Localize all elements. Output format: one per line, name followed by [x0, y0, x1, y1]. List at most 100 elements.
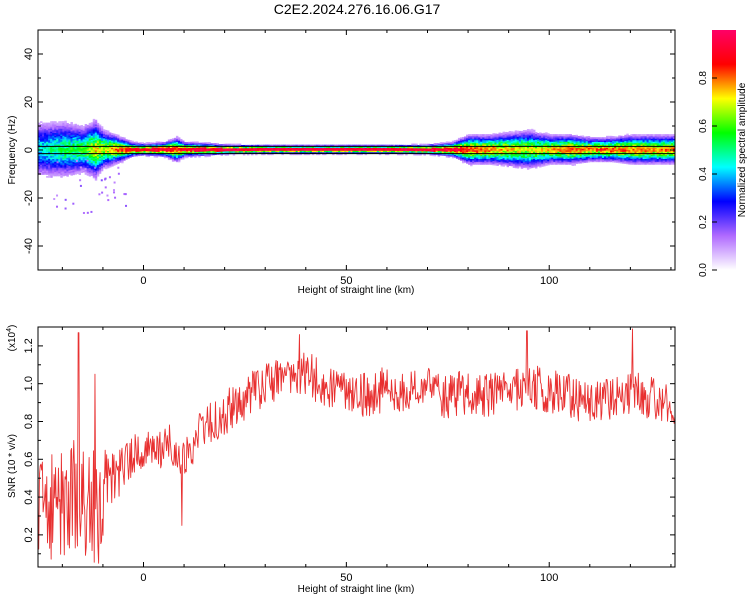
- spectrogram-cell: [102, 138, 106, 140]
- spectrogram-cell: [80, 155, 84, 158]
- spectrogram-cell: [506, 139, 510, 142]
- spectrogram-cell: [656, 150, 660, 152]
- spectrogram-cell: [486, 155, 489, 158]
- spectrogram-cell: [50, 132, 53, 135]
- spectrogram-cell: [591, 160, 595, 163]
- spectrogram-cell: [597, 144, 601, 147]
- spectrogram-cell: [62, 138, 65, 141]
- spectrogram-cell: [526, 137, 530, 140]
- spectrogram-cell: [78, 140, 81, 142]
- spectrogram-cell: [366, 150, 370, 153]
- spectrogram-cell: [303, 144, 307, 147]
- spectrogram-cell: [628, 155, 631, 158]
- spectrogram-cell: [58, 154, 61, 157]
- spectrogram-cell: [466, 150, 469, 153]
- spectrogram-cell: [555, 139, 558, 142]
- spectrogram-cell: [271, 148, 274, 151]
- spectrogram-cell: [40, 137, 43, 139]
- spectrogram-cell: [384, 150, 388, 153]
- spectrogram-cell: [470, 154, 473, 157]
- spectrogram-cell: [228, 143, 232, 146]
- spectrogram-cell: [630, 162, 633, 165]
- spectrogram-cell: [340, 150, 343, 153]
- spectrogram-cell: [662, 134, 666, 136]
- spectrogram-cell: [571, 142, 574, 145]
- spectrogram-cell: [496, 139, 499, 142]
- spectrogram-cell: [431, 148, 434, 151]
- spectrogram-cell: [145, 147, 148, 150]
- spectrogram-cell: [346, 151, 349, 154]
- spectrogram-cell: [666, 137, 670, 139]
- spectrogram-cell: [415, 147, 418, 150]
- spectrogram-cell: [58, 160, 61, 162]
- spectrogram-cell: [113, 163, 116, 166]
- spectrogram-cell: [80, 162, 84, 165]
- spectrogram-cell: [638, 155, 641, 158]
- spectrogram-cell: [281, 146, 284, 148]
- spectrogram-cell: [510, 161, 514, 164]
- spectrogram-cell: [464, 143, 467, 146]
- spectrogram-cell: [652, 154, 656, 157]
- spectrogram-cell: [234, 149, 238, 152]
- spectrogram-cell: [182, 147, 185, 150]
- spectrogram-cell: [656, 162, 660, 165]
- spectrogram-cell: [74, 138, 77, 141]
- spectrogram-cell: [115, 142, 118, 145]
- spectrogram-cell: [84, 164, 88, 167]
- spectrogram-cell: [652, 138, 656, 141]
- spectrogram-cell: [585, 136, 589, 139]
- spectrogram-cell: [311, 151, 315, 154]
- spectrogram-cell: [648, 137, 652, 139]
- spectrogram-cell: [188, 146, 191, 149]
- spectrogram-cell: [520, 158, 524, 161]
- spectrogram-cell: [547, 143, 550, 146]
- spectrogram-cell: [52, 122, 55, 125]
- spectrogram-cell: [111, 135, 114, 138]
- spectrogram-cell: [370, 147, 374, 150]
- spectrogram-cell: [94, 175, 98, 178]
- spectrogram-cell: [76, 169, 79, 172]
- spectrogram-cell: [129, 150, 132, 153]
- spectrogram-cell: [573, 155, 576, 158]
- spectrogram-cell: [496, 158, 499, 161]
- spectrogram-cell: [58, 148, 61, 151]
- spectrogram-cell: [100, 159, 104, 162]
- spectrogram-cell: [664, 151, 668, 154]
- spectrogram-cell: [96, 137, 100, 140]
- spectrogram-cell: [569, 151, 572, 154]
- spectrogram-cell: [78, 131, 81, 134]
- spectrogram-cell: [76, 172, 79, 175]
- spectrogram-cell: [382, 151, 386, 154]
- spectrogram-cell: [92, 124, 96, 127]
- spectrogram-cell: [526, 133, 530, 136]
- spectrogram-cell: [459, 157, 463, 160]
- spectrogram-cell: [563, 138, 566, 141]
- spectrogram-cell: [94, 144, 98, 147]
- spectrogram-cell: [622, 137, 625, 140]
- spectrogram-cell: [512, 137, 516, 140]
- spectrogram-cell: [622, 144, 625, 147]
- spectrogram-cell: [50, 122, 53, 125]
- spectrogram-cell: [526, 143, 530, 146]
- spectrogram-cell: [232, 153, 236, 156]
- spectrogram-cell: [80, 130, 84, 133]
- spectrogram-cell: [192, 150, 195, 153]
- spectrogram-cell: [307, 148, 311, 151]
- spectrogram-cell: [121, 149, 124, 152]
- spectrogram-cell: [68, 131, 71, 133]
- spectrogram-cell: [508, 141, 512, 143]
- spectrogram-cell: [188, 151, 191, 154]
- spectrogram-cell: [119, 142, 122, 145]
- spectrogram-cell: [76, 133, 79, 136]
- spectrogram-cell: [92, 144, 96, 147]
- spectrogram-cell: [612, 154, 615, 157]
- spectrogram-cell: [579, 138, 583, 141]
- spectrogram-cell: [234, 143, 238, 146]
- spectrogram-cell: [153, 154, 157, 157]
- spectrogram-cell: [620, 155, 623, 158]
- spectrogram-cell: [535, 166, 538, 169]
- spectrogram-cell: [405, 147, 408, 150]
- spectrogram-cell: [52, 171, 55, 174]
- spectrogram-cell: [443, 149, 447, 152]
- spectrogram-cell: [78, 125, 81, 128]
